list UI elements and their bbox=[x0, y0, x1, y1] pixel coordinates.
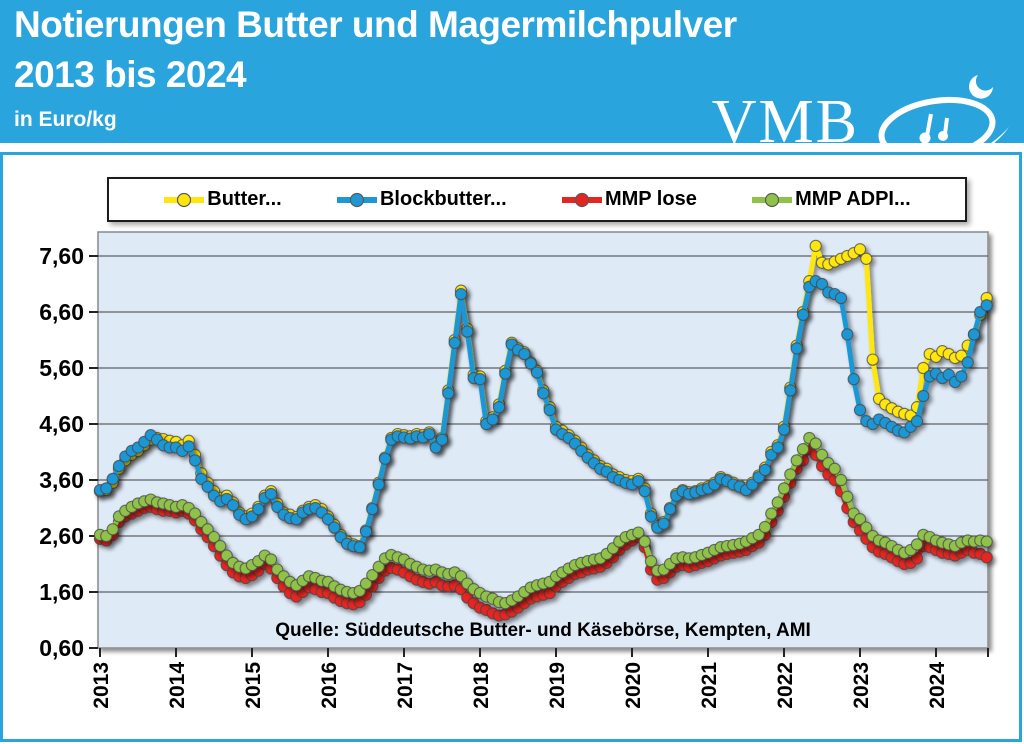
legend-label: MMP lose bbox=[604, 188, 697, 210]
chart-legend: Butter... Blockbutter... MMP lose MMP AD… bbox=[107, 177, 967, 222]
chart-panel bbox=[0, 152, 1022, 742]
page-title-line2: 2013 bis 2024 bbox=[14, 54, 247, 95]
unit-subtitle: in Euro/kg bbox=[14, 108, 117, 131]
header-band: Notierungen Butter und Magermilchpulver … bbox=[0, 0, 1024, 169]
legend-label: Butter... bbox=[207, 188, 282, 210]
legend-item-mmp-adpi: MMP ADPI... bbox=[751, 188, 911, 211]
legend-label: MMP ADPI... bbox=[795, 188, 911, 210]
legend-item-blockbutter: Blockbutter... bbox=[336, 188, 507, 211]
blockbutter-series-marker-icon bbox=[336, 192, 377, 207]
mmp-lose-series-marker-icon bbox=[561, 192, 602, 207]
mmp-adpi-series-marker-icon bbox=[752, 192, 793, 207]
legend-item-butter: Butter... bbox=[163, 188, 282, 211]
legend-item-mmp-lose: MMP lose bbox=[561, 188, 697, 211]
butter-series-marker-icon bbox=[164, 192, 205, 207]
vmb-logo-text: VMB bbox=[711, 88, 859, 156]
page-title-line1: Notierungen Butter und Magermilchpulver bbox=[14, 4, 737, 45]
legend-label: Blockbutter... bbox=[379, 188, 507, 210]
